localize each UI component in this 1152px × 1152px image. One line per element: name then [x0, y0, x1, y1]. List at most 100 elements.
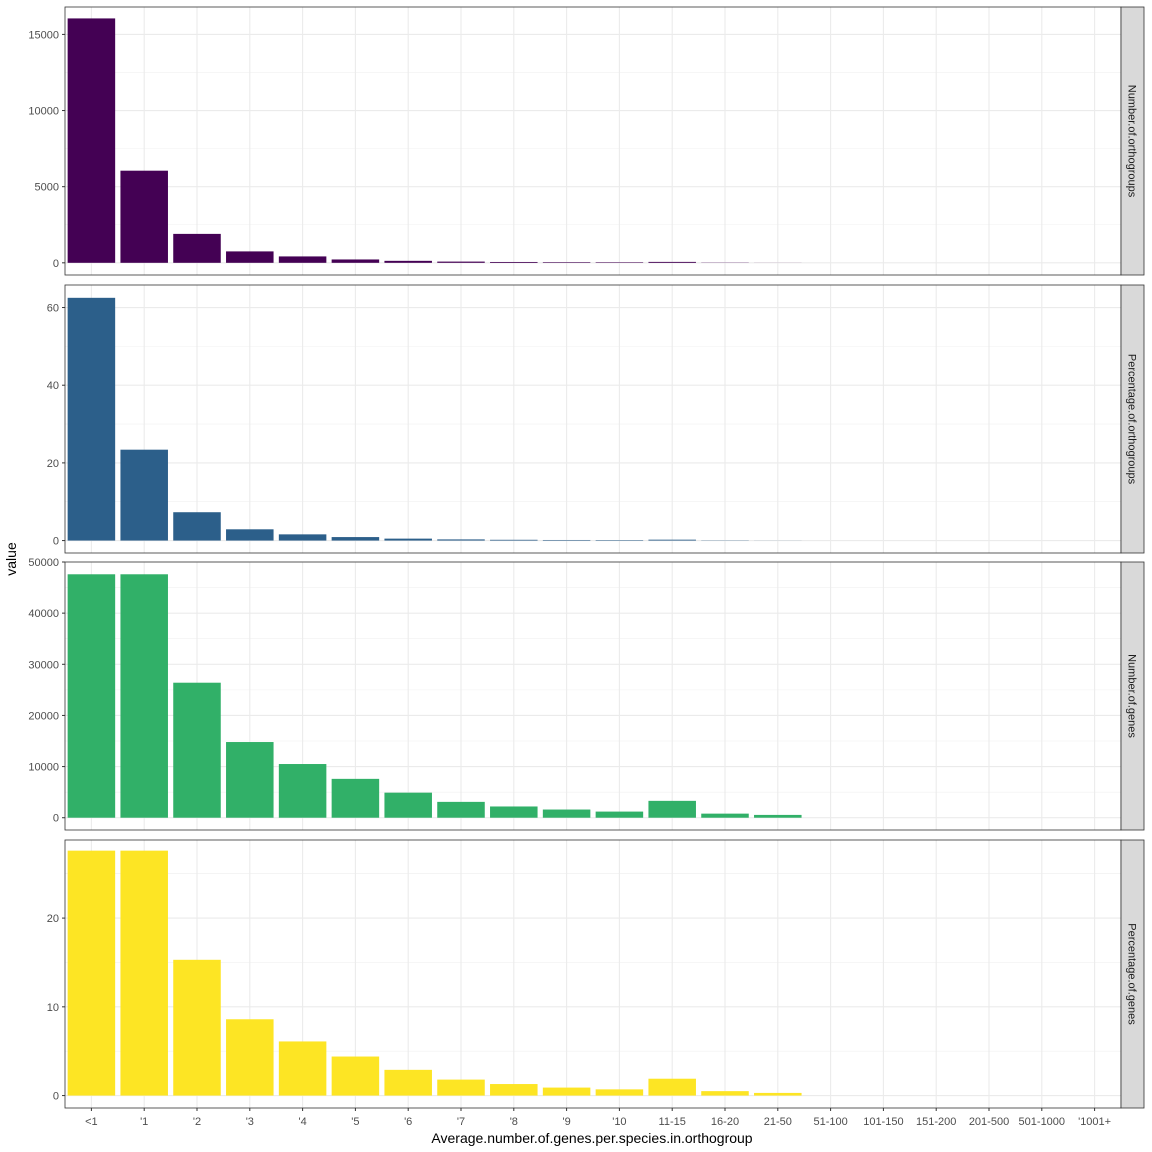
facet-strip-label: Number.of.orthogroups	[1126, 85, 1138, 198]
bar-0-11	[648, 261, 696, 263]
y-tick-label: 10000	[28, 106, 59, 118]
x-tick-label: 101-150	[863, 1116, 903, 1128]
x-tick-label: '4	[298, 1116, 306, 1128]
bar-3-5	[331, 1056, 380, 1096]
bar-2-2	[173, 682, 221, 818]
y-tick-label: 0	[53, 536, 59, 548]
panel-0: 0 5000 10000 15000 Number.of.orthogroups	[28, 6, 1145, 276]
bar-0-5	[331, 259, 380, 263]
bar-0-1	[120, 170, 168, 263]
panel-2: 0 10000 20000 30000 40000 50000 Number.of.gene…	[28, 557, 1145, 831]
bar-3-10	[595, 1089, 644, 1096]
bar-1-6	[384, 538, 432, 541]
bar-3-2	[173, 959, 221, 1096]
bar-2-4	[278, 764, 327, 818]
bar-3-0	[67, 850, 116, 1096]
x-tick-label: '2	[193, 1116, 201, 1128]
panel-background	[65, 7, 1121, 275]
bar-3-4	[278, 1041, 327, 1096]
x-tick-label: '1001+	[1078, 1116, 1111, 1128]
x-tick-label: '10	[612, 1116, 626, 1128]
x-tick-label: '1	[140, 1116, 148, 1128]
bar-0-4	[278, 256, 327, 263]
y-tick-label: 10	[47, 1002, 59, 1014]
bar-3-11	[648, 1078, 696, 1096]
y-tick-label: 40000	[28, 608, 59, 620]
facet-strip-label: Number.of.genes	[1126, 654, 1138, 738]
y-tick-label: 20	[47, 913, 59, 925]
bar-0-7	[437, 261, 485, 263]
x-axis: <1 '1 '2 '3 '4 '5 '6 '7 '8 '9 '10 11-15 16-20 21-50 51…	[85, 1108, 1111, 1128]
bar-1-9	[542, 539, 591, 541]
x-tick-label: '7	[457, 1116, 465, 1128]
y-tick-label: 10000	[28, 762, 59, 774]
bar-0-2	[173, 233, 221, 263]
x-tick-label: '3	[246, 1116, 254, 1128]
x-tick-label: <1	[85, 1116, 98, 1128]
y-tick-label: 5000	[35, 182, 59, 194]
x-tick-label: '8	[510, 1116, 518, 1128]
bar-0-3	[226, 251, 274, 263]
bar-2-11	[648, 800, 696, 818]
y-tick-label: 0	[53, 258, 59, 270]
bar-0-10	[595, 262, 644, 263]
bar-3-9	[542, 1087, 591, 1096]
bar-3-12	[701, 1091, 749, 1096]
y-tick-label: 15000	[28, 29, 59, 41]
bar-1-7	[437, 539, 485, 541]
y-tick-label: 20	[47, 458, 59, 470]
bar-2-7	[437, 801, 485, 818]
x-tick-label: '6	[404, 1116, 412, 1128]
chart-panels: 0 5000 10000 15000 Number.of.orthogroups 0 20 4…	[28, 6, 1145, 1109]
y-tick-label: 20000	[28, 710, 59, 722]
bar-1-4	[278, 534, 327, 541]
bar-3-7	[437, 1079, 485, 1096]
y-tick-label: 30000	[28, 659, 59, 671]
x-tick-label: 501-1000	[1019, 1116, 1066, 1128]
facet-strip-label: Percentage.of.orthogroups	[1126, 354, 1138, 485]
facet-strip-label: Percentage.of.genes	[1126, 923, 1138, 1025]
bar-1-5	[331, 537, 380, 541]
y-tick-label: 60	[47, 303, 59, 315]
facet-strip	[1120, 284, 1145, 554]
x-tick-label: '5	[351, 1116, 359, 1128]
panel-3: 0 10 20 Percentage.of.genes	[47, 839, 1145, 1109]
panel-background	[65, 562, 1121, 830]
facet-strip	[1120, 839, 1145, 1109]
bar-2-3	[226, 742, 274, 818]
bar-0-9	[542, 262, 591, 263]
x-tick-label: 201-500	[969, 1116, 1009, 1128]
bar-1-10	[595, 540, 644, 541]
x-tick-label: '9	[562, 1116, 570, 1128]
bar-3-1	[120, 850, 168, 1096]
bar-1-3	[226, 529, 274, 541]
panel-background	[65, 840, 1121, 1108]
x-axis-title: Average.number.of.genes.per.species.in.o…	[431, 1130, 752, 1146]
bar-3-8	[490, 1084, 538, 1096]
bar-3-6	[384, 1069, 432, 1096]
facet-strip	[1120, 561, 1145, 831]
bar-2-6	[384, 792, 432, 818]
bar-2-1	[120, 574, 168, 818]
bar-0-6	[384, 260, 432, 263]
bar-2-8	[490, 806, 538, 818]
bar-1-8	[490, 539, 538, 541]
panel-background	[65, 285, 1121, 553]
x-tick-label: 11-15	[659, 1116, 686, 1128]
y-tick-label: 0	[53, 1091, 59, 1103]
bar-1-2	[173, 512, 221, 541]
x-tick-label: 51-100	[813, 1116, 847, 1128]
bar-2-10	[595, 811, 644, 818]
y-axis-title: value	[3, 542, 19, 576]
bar-0-0	[67, 18, 116, 263]
bar-2-9	[542, 809, 591, 818]
x-tick-label: 21-50	[764, 1116, 792, 1128]
x-tick-label: 151-200	[916, 1116, 956, 1128]
bar-0-8	[490, 261, 538, 263]
y-tick-label: 50000	[28, 557, 59, 569]
x-tick-label: 16-20	[711, 1116, 739, 1128]
facet-strip	[1120, 6, 1145, 276]
bar-2-0	[67, 574, 116, 818]
panel-1: 0 20 40 60 Percentage.of.orthogroups	[47, 284, 1145, 554]
